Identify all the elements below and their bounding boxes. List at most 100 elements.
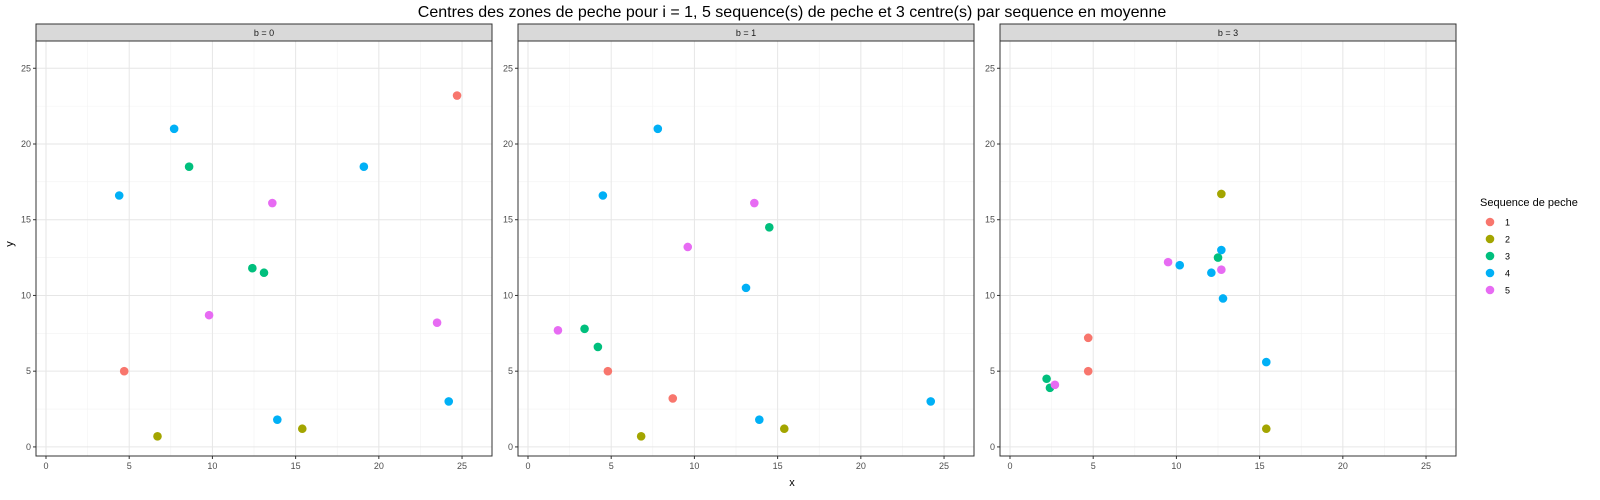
data-point-seq-1 xyxy=(603,366,613,376)
legend-key-5 xyxy=(1485,285,1495,295)
data-point-seq-3 xyxy=(1042,374,1051,384)
data-point-seq-4 xyxy=(169,124,179,134)
facet-panels: b = 0 0 5 10 15 20 25 0 5 10 15 20 25 b = 1 0 5 10 15 20 25… xyxy=(21,23,1457,471)
data-point-seq-4 xyxy=(444,397,454,406)
y-tick-label: 20 xyxy=(503,139,513,149)
panel-border xyxy=(35,40,493,457)
y-tick-label: 15 xyxy=(985,215,995,225)
x-tick-label: 25 xyxy=(939,461,949,471)
facet-panel-2: b = 3 0 5 10 15 20 25 0 5 10 15 20 25 xyxy=(985,23,1457,471)
y-tick-label: 25 xyxy=(985,63,995,73)
data-point-seq-4 xyxy=(1217,245,1226,255)
data-point-seq-5 xyxy=(1217,265,1226,275)
y-tick-label: 0 xyxy=(508,442,513,452)
x-tick-label: 15 xyxy=(1255,461,1265,471)
x-tick-label: 20 xyxy=(374,461,384,471)
facet-strip-label: b = 1 xyxy=(736,28,756,38)
data-point-seq-4 xyxy=(926,397,936,406)
panel-border xyxy=(517,40,975,457)
y-tick-label: 25 xyxy=(21,63,31,73)
data-point-seq-5 xyxy=(1050,380,1060,390)
data-point-seq-4 xyxy=(653,124,663,134)
data-point-seq-2 xyxy=(297,424,307,434)
data-point-seq-3 xyxy=(580,324,589,334)
x-tick-label: 25 xyxy=(457,461,467,471)
plot-background xyxy=(1000,41,1456,456)
facet-panel-0: b = 0 0 5 10 15 20 25 0 5 10 15 20 25 xyxy=(21,23,493,471)
facet-strip-label: b = 3 xyxy=(1218,28,1238,38)
data-point-seq-4 xyxy=(1207,268,1216,278)
y-tick-label: 10 xyxy=(503,290,513,300)
data-point-seq-5 xyxy=(268,198,277,208)
x-tick-label: 5 xyxy=(127,461,132,471)
data-point-seq-3 xyxy=(248,263,257,273)
data-point-seq-4 xyxy=(273,415,282,424)
data-point-seq-5 xyxy=(683,242,693,252)
legend: Sequence de peche 1 2 3 4 5 xyxy=(1480,197,1578,296)
x-axis-title: x xyxy=(789,477,795,489)
legend-label: 5 xyxy=(1505,286,1510,296)
data-point-seq-4 xyxy=(359,162,369,172)
legend-key-4 xyxy=(1485,268,1495,278)
data-point-seq-1 xyxy=(1083,333,1093,343)
legend-title: Sequence de peche xyxy=(1480,197,1578,209)
data-point-seq-4 xyxy=(755,415,764,424)
data-point-seq-3 xyxy=(764,222,774,232)
data-point-seq-3 xyxy=(593,342,603,352)
y-tick-label: 5 xyxy=(990,366,995,376)
legend-label: 3 xyxy=(1505,252,1510,262)
y-tick-label: 5 xyxy=(508,366,513,376)
legend-label: 4 xyxy=(1505,269,1510,279)
legend-label: 2 xyxy=(1505,235,1510,245)
x-tick-label: 0 xyxy=(1007,461,1012,471)
data-point-seq-2 xyxy=(636,432,646,441)
data-point-seq-1 xyxy=(119,366,129,376)
y-tick-label: 5 xyxy=(26,366,31,376)
data-point-seq-1 xyxy=(452,91,462,100)
data-point-seq-4 xyxy=(114,191,124,200)
x-tick-label: 10 xyxy=(689,461,699,471)
facet-strip-label: b = 0 xyxy=(254,28,274,38)
legend-key-1 xyxy=(1485,217,1495,227)
y-tick-label: 10 xyxy=(21,290,31,300)
data-point-seq-4 xyxy=(741,283,751,293)
x-tick-label: 5 xyxy=(609,461,614,471)
data-point-seq-2 xyxy=(1261,424,1271,434)
data-point-seq-5 xyxy=(1163,257,1173,267)
facet-panel-1: b = 1 0 5 10 15 20 25 0 5 10 15 20 25 xyxy=(503,23,975,471)
x-tick-label: 25 xyxy=(1421,461,1431,471)
y-tick-label: 0 xyxy=(26,442,31,452)
data-point-seq-3 xyxy=(259,268,269,278)
x-tick-label: 0 xyxy=(43,461,48,471)
y-tick-label: 20 xyxy=(985,139,995,149)
data-point-seq-5 xyxy=(750,198,759,208)
data-point-seq-4 xyxy=(1218,294,1228,303)
legend-key-3 xyxy=(1485,251,1495,261)
x-tick-label: 10 xyxy=(207,461,217,471)
data-point-seq-1 xyxy=(668,394,678,403)
y-tick-label: 10 xyxy=(985,290,995,300)
data-point-seq-1 xyxy=(1083,366,1093,376)
data-point-seq-5 xyxy=(432,318,442,328)
data-point-seq-5 xyxy=(204,310,214,320)
y-tick-label: 25 xyxy=(503,63,513,73)
y-axis-title: y xyxy=(4,241,16,247)
data-point-seq-5 xyxy=(553,325,563,335)
x-tick-label: 0 xyxy=(525,461,530,471)
y-tick-label: 0 xyxy=(990,442,995,452)
x-tick-label: 20 xyxy=(1338,461,1348,471)
legend-key-2 xyxy=(1485,234,1495,244)
plot-background xyxy=(518,41,974,456)
data-point-seq-2 xyxy=(779,424,789,434)
x-tick-label: 15 xyxy=(291,461,301,471)
chart-title: Centres des zones de peche pour i = 1, 5… xyxy=(418,4,1167,21)
x-tick-label: 15 xyxy=(773,461,783,471)
y-tick-label: 20 xyxy=(21,139,31,149)
y-tick-label: 15 xyxy=(21,215,31,225)
x-tick-label: 20 xyxy=(856,461,866,471)
data-point-seq-4 xyxy=(1261,357,1271,367)
x-tick-label: 10 xyxy=(1171,461,1181,471)
data-point-seq-2 xyxy=(1217,189,1226,199)
data-point-seq-4 xyxy=(598,191,608,200)
